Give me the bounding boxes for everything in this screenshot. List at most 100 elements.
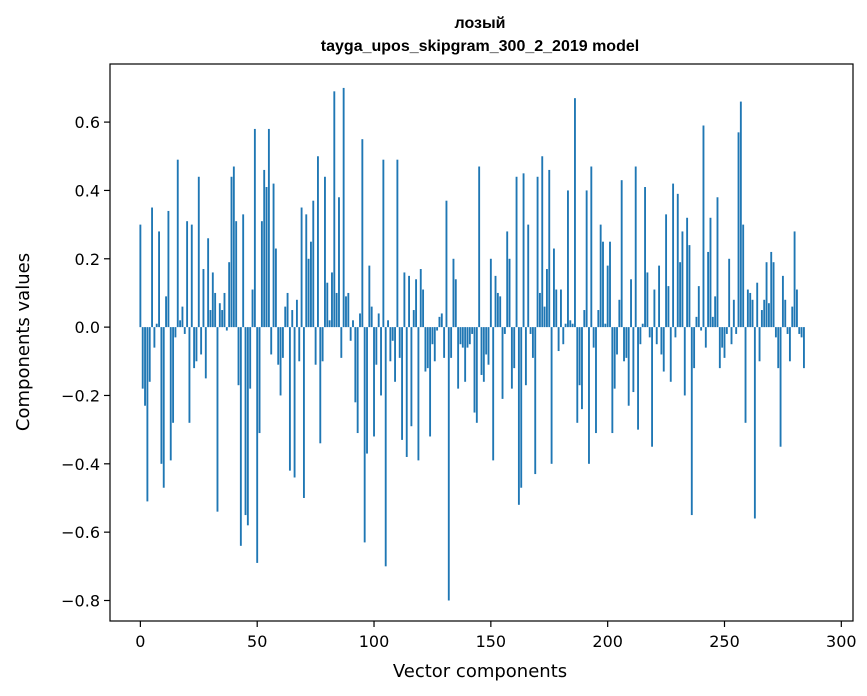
bar	[216, 327, 219, 512]
bar	[667, 286, 670, 328]
bar	[585, 190, 588, 328]
bar	[162, 327, 165, 488]
bar	[662, 327, 665, 372]
bar	[352, 320, 354, 328]
bar	[538, 292, 541, 328]
bar	[319, 327, 322, 444]
bar	[492, 327, 495, 461]
bar	[286, 292, 289, 328]
bar	[555, 289, 558, 328]
bar	[368, 265, 371, 328]
bar	[335, 292, 338, 328]
bar	[188, 327, 191, 423]
bar	[326, 282, 329, 328]
bar	[695, 316, 698, 328]
bar	[793, 231, 796, 328]
bar	[560, 289, 562, 328]
bar	[155, 323, 158, 328]
bar	[627, 327, 630, 406]
chart-title: лозый	[455, 15, 506, 32]
bar	[202, 269, 205, 328]
bar	[550, 327, 553, 464]
bar	[249, 327, 252, 389]
bar	[515, 176, 518, 328]
bar	[356, 327, 359, 434]
bar	[377, 313, 380, 328]
bar	[709, 217, 712, 328]
bar	[214, 292, 217, 328]
y-tick-label: −0.8	[61, 591, 100, 610]
x-axis-label: Vector components	[393, 661, 567, 682]
bar	[302, 327, 305, 498]
y-tick-label: 0.4	[75, 181, 100, 200]
bar	[803, 327, 805, 369]
bar	[461, 327, 464, 348]
bar	[756, 282, 759, 328]
bar	[630, 279, 632, 328]
bar	[436, 327, 439, 331]
bar	[609, 241, 611, 328]
bar	[711, 316, 714, 328]
bar	[361, 139, 364, 328]
bar	[373, 327, 375, 437]
bar	[396, 159, 399, 328]
bar	[718, 327, 721, 369]
bar	[693, 327, 696, 369]
bar	[256, 327, 259, 563]
bar	[176, 159, 179, 328]
bar	[527, 224, 530, 328]
bar	[758, 327, 761, 362]
bar	[454, 279, 457, 328]
bar	[571, 323, 574, 328]
bar	[618, 299, 621, 328]
bar	[578, 327, 581, 386]
bar	[267, 128, 270, 328]
bar	[503, 327, 506, 334]
bar	[153, 327, 156, 348]
bar	[237, 327, 240, 386]
bar	[686, 217, 689, 328]
x-tick-label: 100	[359, 632, 390, 651]
bar	[347, 292, 350, 328]
x-tick-label: 250	[709, 632, 740, 651]
bar	[534, 327, 537, 475]
bar	[475, 327, 478, 423]
bar	[798, 327, 801, 334]
bar	[788, 327, 791, 362]
bar	[707, 251, 710, 328]
y-tick-label: −0.2	[61, 386, 100, 405]
y-tick-label: −0.6	[61, 523, 100, 542]
bar	[288, 327, 291, 471]
bar	[737, 132, 740, 328]
x-tick-label: 150	[476, 632, 507, 651]
bar	[660, 327, 663, 355]
bar	[284, 306, 287, 328]
bar	[466, 327, 469, 348]
bar	[169, 327, 172, 461]
bar	[382, 159, 385, 328]
bar	[190, 224, 193, 328]
chart-subtitle: tayga_upos_skipgram_300_2_2019 model	[321, 38, 639, 55]
bar	[354, 327, 357, 403]
bar	[359, 313, 361, 328]
bar	[714, 296, 717, 328]
y-tick-label: 0.2	[75, 250, 100, 269]
bar	[524, 327, 527, 386]
bar	[746, 289, 749, 328]
bar	[482, 327, 485, 382]
bar	[520, 327, 523, 488]
bar	[529, 327, 532, 334]
bar	[683, 327, 686, 396]
bar	[700, 327, 703, 331]
bar	[623, 327, 625, 362]
bar	[478, 166, 481, 328]
bar	[165, 296, 168, 328]
bar	[293, 327, 296, 478]
bar	[795, 289, 798, 328]
bar	[473, 327, 476, 413]
bar	[333, 91, 336, 328]
bar	[721, 327, 724, 348]
bar	[148, 327, 151, 382]
bar	[349, 327, 352, 341]
